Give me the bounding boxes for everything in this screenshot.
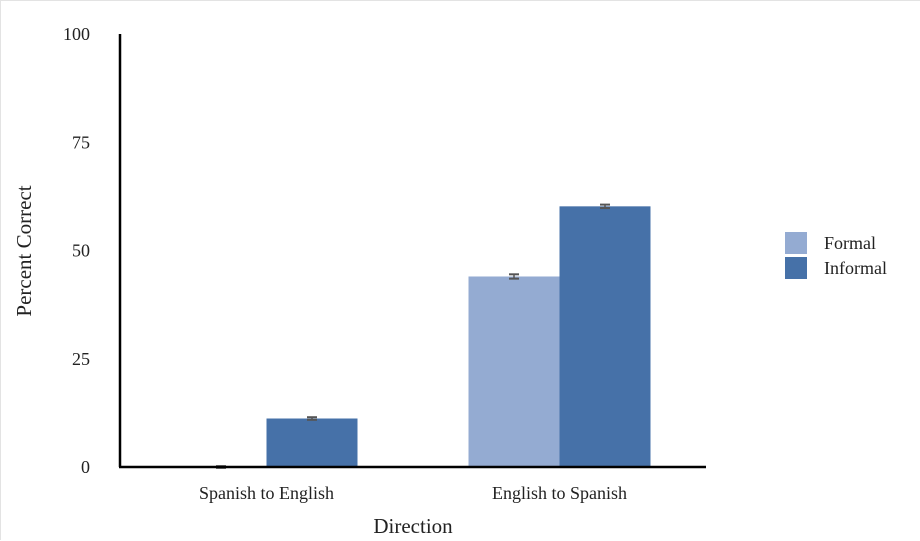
bar-informal-1 [559,206,651,468]
bar-formal-1 [468,276,560,467]
y-tick-label: 25 [72,349,90,369]
legend-label-informal: Informal [824,258,887,278]
y-tick-label: 0 [81,457,90,477]
y-tick-labels: 0 25 50 75 100 [63,24,90,477]
bar-informal-0 [266,418,358,467]
x-axis-title: Direction [373,514,453,538]
legend-swatch-formal [785,232,807,254]
legend-swatch-informal [785,257,807,279]
y-tick-label: 50 [72,241,90,261]
bars-layer [266,206,651,468]
y-axis-title: Percent Correct [12,185,36,316]
x-category-label: English to Spanish [492,483,627,503]
y-tick-label: 100 [63,24,90,44]
legend-label-formal: Formal [824,233,876,253]
y-tick-label: 75 [72,132,90,152]
x-category-labels: Spanish to English English to Spanish [199,483,627,503]
legend: Formal Informal [785,232,887,279]
x-category-label: Spanish to English [199,483,334,503]
